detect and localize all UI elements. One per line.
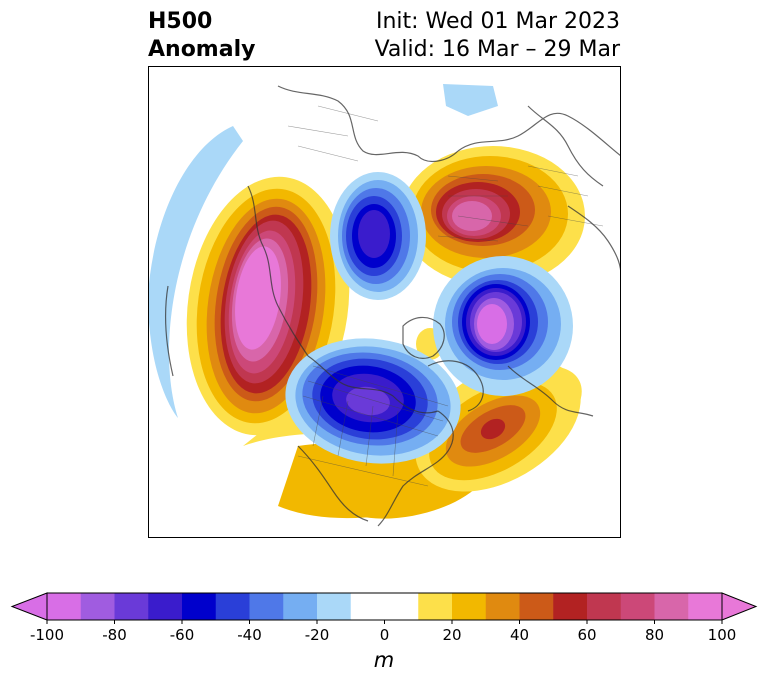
colorbar-tick-label: 80	[644, 626, 665, 644]
anomaly-map	[148, 66, 621, 538]
colorbar-segment	[519, 593, 554, 620]
colorbar-segment	[553, 593, 588, 620]
colorbar-tick-label: -40	[237, 626, 262, 644]
colorbar-segment	[452, 593, 487, 620]
colorbar-tick-label: -100	[29, 626, 65, 644]
colorbar-segment	[418, 593, 453, 620]
pacific-positive-anomaly	[186, 176, 350, 436]
colorbar	[10, 592, 758, 624]
colorbar-tick-label: -60	[169, 626, 195, 644]
colorbar-segment	[620, 593, 655, 620]
colorbar-tick-label: 20	[442, 626, 462, 644]
colorbar-segment	[249, 593, 284, 620]
colorbar-segment	[148, 593, 183, 620]
colorbar-tick-label: 0	[379, 626, 390, 644]
colorbar-extend-min	[10, 592, 48, 621]
title-line2: Anomaly	[148, 37, 256, 62]
colorbar-segment	[317, 593, 352, 620]
colorbar-segment	[350, 593, 385, 620]
colorbar-segment	[215, 593, 250, 620]
valid-range: Valid: 16 Mar – 29 Mar	[374, 37, 620, 62]
colorbar-tick-label: -80	[102, 626, 127, 644]
colorbar-unit: m	[373, 648, 395, 672]
siberia-negative-anomaly	[330, 172, 426, 300]
colorbar-segment	[182, 593, 217, 620]
borders	[287, 105, 604, 487]
colorbar-tick-label: 60	[577, 626, 597, 644]
init-date: Init: Wed 01 Mar 2023	[375, 9, 620, 34]
colorbar-tick-label: 40	[509, 626, 530, 644]
colorbar-segment	[384, 593, 419, 620]
title-line1: H500	[148, 9, 213, 34]
colorbar-segment	[654, 593, 689, 620]
colorbar-extend-max	[721, 592, 758, 621]
colorbar-segment	[688, 593, 723, 620]
colorbar-segment	[485, 593, 520, 620]
asia-positive-anomaly	[401, 146, 585, 286]
europe-negative-anomaly	[433, 256, 573, 396]
colorbar-segment	[114, 593, 149, 620]
light-blue-arc	[148, 126, 243, 418]
title: H500 Anomaly	[148, 8, 255, 64]
coastlines	[164, 85, 621, 527]
colorbar-segment	[283, 593, 318, 620]
colorbar-segment	[47, 593, 82, 620]
light-blue-top	[443, 84, 498, 116]
colorbar-tick-label: 100	[707, 626, 737, 644]
date-info: Init: Wed 01 Mar 2023 Valid: 16 Mar – 29…	[375, 8, 620, 64]
colorbar-segment	[587, 593, 622, 620]
canada-negative-anomaly	[285, 338, 461, 464]
colorbar-segment	[80, 593, 115, 620]
colorbar-tick-label: -20	[304, 626, 330, 644]
